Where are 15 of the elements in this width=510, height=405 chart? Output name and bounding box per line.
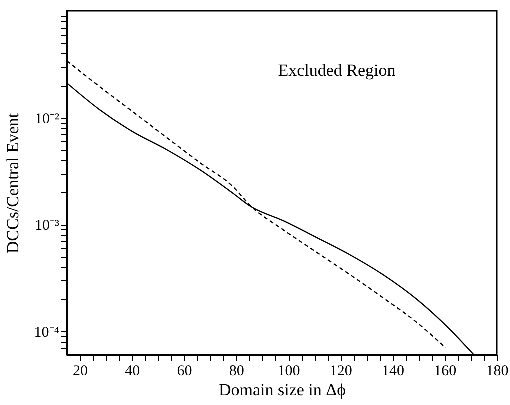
y-tick-label: 10⁻³: [35, 218, 60, 234]
x-tick-label: 120: [330, 364, 352, 380]
x-tick-label: 140: [382, 364, 405, 380]
x-axis-title: Domain size in Δϕ: [218, 380, 346, 400]
x-tick-label: 60: [177, 364, 192, 380]
x-tick-label: 160: [434, 364, 457, 380]
x-tick-label: 40: [125, 364, 140, 380]
x-tick-label: 180: [486, 364, 509, 380]
x-tick-label: 100: [278, 364, 300, 380]
y-axis-title: DCCs/Central Event: [3, 113, 22, 254]
y-tick-label: 10⁻²: [35, 111, 60, 128]
x-tick-label: 20: [73, 364, 88, 380]
annotation: Excluded Region: [278, 61, 396, 80]
x-tick-label: 80: [229, 364, 244, 380]
y-tick-label: 10⁻⁴: [34, 324, 60, 341]
